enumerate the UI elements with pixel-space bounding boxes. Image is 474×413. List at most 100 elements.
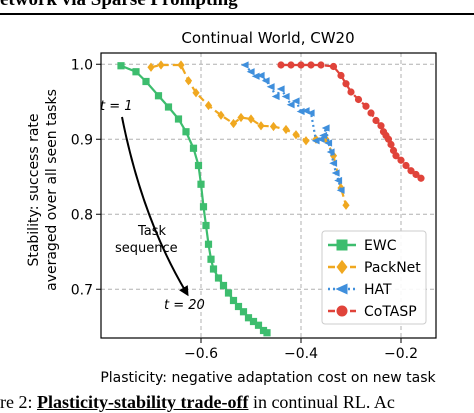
data-point-hat xyxy=(291,97,300,105)
data-point-packnet xyxy=(282,124,290,135)
data-point-ewc xyxy=(239,308,248,316)
data-point-cotasp xyxy=(342,80,350,88)
data-point-ewc xyxy=(189,144,198,152)
data-point-ewc xyxy=(229,296,238,305)
data-point-hat xyxy=(266,83,275,91)
y-tick-label: 1.0 xyxy=(71,57,93,73)
data-point-ewc xyxy=(199,203,208,211)
y-axis-label-line1: Stability: success rate xyxy=(26,113,42,266)
data-point-hat xyxy=(276,85,285,93)
data-point-packnet xyxy=(147,62,155,72)
data-point-cotasp xyxy=(337,71,345,80)
x-axis-label: Plasticity: negative adaptation cost on … xyxy=(100,370,436,386)
legend-marker-ewc xyxy=(336,239,348,251)
data-point-packnet xyxy=(247,114,255,124)
data-point-cotasp xyxy=(317,61,325,69)
data-point-cotasp xyxy=(392,152,400,160)
data-point-cotasp xyxy=(372,116,380,125)
legend-box xyxy=(321,230,427,325)
data-point-hat xyxy=(296,107,305,116)
data-point-ewc xyxy=(224,289,233,297)
data-point-ewc xyxy=(202,221,210,230)
data-point-cotasp xyxy=(307,61,315,69)
data-point-ewc xyxy=(219,281,228,290)
task-sequence-arrow xyxy=(121,116,189,297)
header-text: etwork via Sparse Prompting xyxy=(0,0,474,11)
data-point-cotasp xyxy=(387,140,395,149)
data-point-hat xyxy=(251,72,260,80)
data-point-ewc xyxy=(234,302,243,311)
data-point-cotasp xyxy=(367,109,375,117)
caption-rest: in continual RL. Ac xyxy=(248,392,395,412)
caption-prefix: re 2: xyxy=(0,392,37,412)
data-point-ewc xyxy=(117,62,125,70)
data-point-hat xyxy=(301,107,310,115)
data-point-cotasp xyxy=(329,62,338,71)
data-point-ewc xyxy=(207,255,215,263)
data-point-cotasp xyxy=(354,95,363,104)
data-point-ewc xyxy=(142,77,150,86)
data-point-hat xyxy=(331,169,340,177)
x-tick-label: −0.6 xyxy=(184,346,218,362)
data-point-packnet xyxy=(229,118,238,129)
data-point-cotasp xyxy=(402,161,410,170)
data-point-cotasp xyxy=(362,102,370,110)
data-point-cotasp xyxy=(347,88,355,96)
data-point-ewc xyxy=(154,92,163,100)
data-point-packnet xyxy=(302,136,310,146)
data-point-ewc xyxy=(164,103,173,111)
x-tick-label: −0.2 xyxy=(384,346,418,362)
legend-label-packnet: PackNet xyxy=(364,260,421,276)
data-point-hat xyxy=(326,148,335,156)
data-point-hat xyxy=(261,77,270,85)
data-point-ewc xyxy=(254,321,263,329)
data-point-packnet xyxy=(217,110,225,120)
data-point-packnet xyxy=(204,100,213,111)
annotation-task: Task xyxy=(137,224,167,239)
data-point-ewc xyxy=(209,265,218,273)
y-tick-label: 0.9 xyxy=(71,132,93,148)
data-point-hat xyxy=(240,61,249,69)
legend-marker-cotasp xyxy=(336,305,348,317)
y-tick-label: 0.7 xyxy=(71,282,93,298)
data-point-ewc xyxy=(197,180,205,188)
data-point-hat xyxy=(336,186,345,194)
legend-label-cotasp: CoTASP xyxy=(364,304,417,320)
data-point-ewc xyxy=(204,240,213,248)
x-tick-label: −0.4 xyxy=(284,346,318,362)
data-point-hat xyxy=(316,135,325,143)
data-point-hat xyxy=(256,71,265,80)
data-point-packnet xyxy=(237,112,245,123)
figure-caption: re 2: Plasticity-stability trade-off in … xyxy=(0,392,474,413)
data-point-hat xyxy=(271,92,280,101)
legend-label-ewc: EWC xyxy=(364,238,397,254)
data-point-packnet xyxy=(257,121,265,131)
data-point-cotasp xyxy=(297,61,305,69)
data-point-ewc xyxy=(214,274,223,282)
legend: EWC PackNet HAT CoTASP xyxy=(321,230,427,325)
data-point-hat xyxy=(319,131,328,140)
data-point-ewc xyxy=(132,68,140,76)
annotation-t-end: t = 20 xyxy=(164,298,205,313)
chart: −0.6 −0.4 −0.2 0.7 0.8 0.9 1.0 Continual World… xyxy=(26,29,437,386)
plot-area: −0.6 −0.4 −0.2 0.7 0.8 0.9 1.0 xyxy=(71,52,437,362)
data-point-hat xyxy=(286,101,295,109)
header-rule xyxy=(0,13,474,15)
data-point-hat xyxy=(329,159,338,167)
data-point-cotasp xyxy=(377,122,385,130)
data-point-packnet xyxy=(269,121,278,132)
data-point-ewc xyxy=(249,317,258,326)
chart-title: Continual World, CW20 xyxy=(181,29,354,47)
data-point-cotasp xyxy=(277,61,285,69)
data-point-ewc xyxy=(182,128,190,136)
data-point-ewc xyxy=(194,161,203,170)
data-point-hat xyxy=(306,109,315,117)
data-point-packnet xyxy=(177,60,185,70)
data-point-ewc xyxy=(263,329,271,337)
data-point-cotasp xyxy=(417,174,425,182)
data-point-hat xyxy=(321,124,330,132)
data-point-ewc xyxy=(244,314,253,322)
data-point-hat xyxy=(324,139,333,147)
plot-frame xyxy=(100,52,437,339)
data-point-packnet xyxy=(342,200,350,210)
